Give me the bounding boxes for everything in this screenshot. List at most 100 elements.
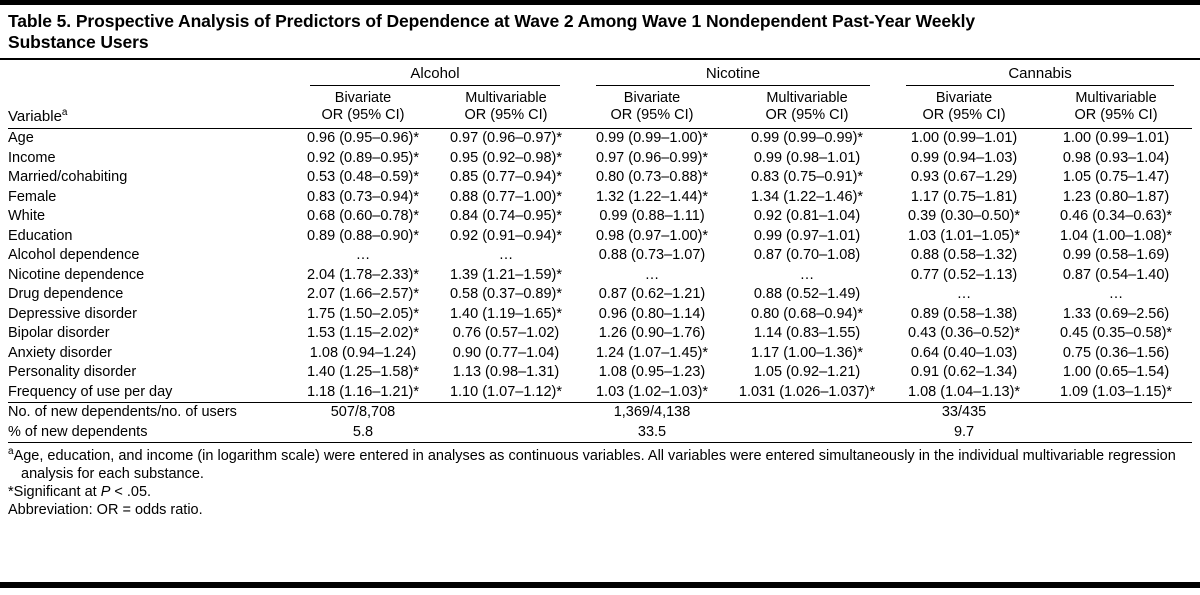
value-cell: 0.88 (0.77–1.00)* [449, 188, 563, 205]
footnotes: aAge, education, and income (in logarith… [8, 447, 1192, 519]
table-row: Frequency of use per day 1.18 (1.16–1.21)… [8, 383, 1192, 403]
table-row: Nicotine dependence 2.04 (1.78–2.33)* 1.39… [8, 266, 1192, 286]
value-cell: 1.08 (0.94–1.24) [309, 344, 417, 361]
footnote-a: aAge, education, and income (in logarith… [8, 447, 1192, 483]
variable-header-label: Variable [8, 108, 62, 125]
summary-row: % of new dependents 5.8 33.5 9.7 [8, 422, 1193, 443]
value-cell: 0.99 (0.88–1.11) [599, 208, 705, 224]
value-cell: … [498, 247, 514, 263]
summary-variable-cell: No. of new dependents/no. of users [8, 402, 292, 423]
value-cell: 0.92 (0.89–0.95)* [306, 149, 420, 166]
table-row: White 0.68 (0.60–0.78)* 0.84 (0.74–0.95)* 0… [8, 207, 1192, 227]
value-cell: 1.031 (1.026–1.037)* [738, 383, 876, 400]
value-cell: 0.53 (0.48–0.59)* [306, 169, 420, 185]
value-cell: 2.07 (1.66–2.57)* [306, 286, 420, 302]
value-cell: 0.97 (0.96–0.97)* [449, 130, 563, 146]
footnote-abbreviation: Abbreviation: OR = odds ratio. [8, 502, 203, 518]
variable-cell: Married/cohabiting [8, 169, 128, 185]
value-cell: 1.23 (0.80–1.87) [1062, 188, 1170, 205]
value-cell: 1.40 (1.19–1.65)* [449, 305, 563, 322]
value-cell: 0.99 (0.99–1.00)* [595, 130, 709, 146]
empty-cell [726, 402, 889, 423]
variable-column-header: Variablea [8, 60, 292, 129]
value-cell: 1.39 (1.21–1.59)* [449, 266, 563, 283]
value-cell: 1.24 (1.07–1.45)* [595, 344, 709, 361]
variable-cell: Income [8, 149, 56, 166]
value-cell: 0.95 (0.92–0.98)* [449, 149, 563, 166]
table-row: Drug dependence 2.07 (1.66–2.57)* 0.58 (0.… [8, 285, 1192, 305]
value-cell: 0.96 (0.95–0.96)* [306, 130, 420, 146]
value-cell: 0.93 (0.67–1.29) [910, 169, 1018, 185]
variable-cell: Nicotine dependence [8, 266, 145, 283]
variable-cell: Bipolar disorder [8, 325, 110, 341]
value-cell: 1.26 (0.90–1.76) [598, 325, 706, 341]
value-cell: 0.76 (0.57–1.02) [452, 325, 560, 341]
value-cell: 0.68 (0.60–0.78)* [306, 208, 420, 224]
column-subheader: Multivariable OR (95% CI) [726, 86, 889, 129]
value-cell: 0.64 (0.40–1.03) [910, 344, 1018, 361]
empty-cell [1040, 402, 1193, 423]
empty-cell [434, 402, 579, 423]
table-row: Education 0.89 (0.88–0.90)* 0.92 (0.91–0.9… [8, 227, 1192, 247]
column-subheader: Bivariate OR (95% CI) [578, 86, 727, 129]
value-cell: … [799, 266, 815, 283]
value-cell: … [956, 286, 972, 302]
value-cell: 0.88 (0.73–1.07) [598, 247, 706, 263]
value-cell: 1.32 (1.22–1.44)* [595, 188, 709, 205]
value-cell: 1.05 (0.75–1.47) [1062, 169, 1170, 185]
value-cell: 1.40 (1.25–1.58)* [306, 364, 420, 380]
value-cell: 1.13 (0.98–1.31) [452, 364, 560, 380]
value-cell: 0.99 (0.98–1.01) [753, 149, 861, 166]
value-cell: 0.84 (0.74–0.95)* [449, 208, 563, 224]
value-cell: 0.58 (0.37–0.89)* [449, 286, 563, 302]
value-cell: 0.98 (0.97–1.00)* [595, 227, 709, 244]
summary-row: No. of new dependents/no. of users 507/8,… [8, 402, 1193, 423]
table-row: Anxiety disorder 1.08 (0.94–1.24) 0.90 (0.… [8, 344, 1192, 364]
value-cell: 0.98 (0.93–1.04) [1062, 149, 1170, 166]
empty-cell [726, 422, 889, 443]
value-cell: 0.99 (0.94–1.03) [910, 149, 1018, 166]
table-row: Personality disorder 1.40 (1.25–1.58)* 1.1… [8, 363, 1192, 383]
variable-cell: Frequency of use per day [8, 383, 173, 400]
predictors-table: Variablea Alcohol Nicotine Cannabis Biva… [8, 60, 1193, 443]
summary-value-cell: 9.7 [888, 422, 1041, 443]
value-cell: 0.87 (0.70–1.08) [753, 247, 861, 263]
empty-cell [434, 422, 579, 443]
table-row: Age 0.96 (0.95–0.96)* 0.97 (0.96–0.97)* 0.9… [8, 129, 1192, 149]
table-title-line2: Substance Users [8, 32, 149, 52]
column-subheader: Multivariable OR (95% CI) [434, 86, 579, 129]
summary-value-cell: 507/8,708 [292, 402, 434, 423]
value-cell: 0.99 (0.99–0.99)* [750, 130, 864, 146]
value-cell: 2.04 (1.78–2.33)* [306, 266, 420, 283]
value-cell: 0.87 (0.62–1.21) [598, 286, 706, 302]
variable-cell: Female [8, 188, 57, 205]
value-cell: 0.88 (0.58–1.32) [910, 247, 1018, 263]
title-divider-rule [0, 58, 1200, 60]
value-cell: 1.18 (1.16–1.21)* [306, 383, 420, 400]
table-row: Bipolar disorder 1.53 (1.15–2.02)* 0.76 (0… [8, 324, 1192, 344]
top-rule [0, 0, 1200, 5]
value-cell: 0.90 (0.77–1.04) [452, 344, 560, 361]
group-header-cannabis: Cannabis [888, 60, 1192, 86]
table-row: Depressive disorder 1.75 (1.50–2.05)* 1.40… [8, 305, 1192, 325]
value-cell: 1.14 (0.83–1.55) [753, 325, 861, 341]
column-subheader: Bivariate OR (95% CI) [292, 86, 434, 129]
summary-variable-cell: % of new dependents [8, 422, 292, 443]
value-cell: 0.99 (0.97–1.01) [753, 227, 861, 244]
value-cell: 0.83 (0.75–0.91)* [750, 169, 864, 185]
value-cell: 0.92 (0.91–0.94)* [449, 227, 563, 244]
value-cell: 1.04 (1.00–1.08)* [1060, 227, 1173, 244]
footnote-significance: *Significant at P < .05. [8, 484, 152, 500]
value-cell: 1.10 (1.07–1.12)* [449, 383, 563, 400]
table-row: Female 0.83 (0.73–0.94)* 0.88 (0.77–1.00)*… [8, 188, 1192, 208]
variable-cell: Drug dependence [8, 286, 124, 302]
value-cell: 0.77 (0.52–1.13) [910, 266, 1018, 283]
group-header-nicotine: Nicotine [578, 60, 888, 86]
group-header-alcohol: Alcohol [292, 60, 578, 86]
table-header: Variablea Alcohol Nicotine Cannabis Biva… [8, 60, 1193, 129]
empty-cell [1040, 422, 1193, 443]
bottom-rule [0, 582, 1200, 588]
value-cell: 0.83 (0.73–0.94)* [306, 188, 420, 205]
variable-cell: Depressive disorder [8, 305, 137, 322]
